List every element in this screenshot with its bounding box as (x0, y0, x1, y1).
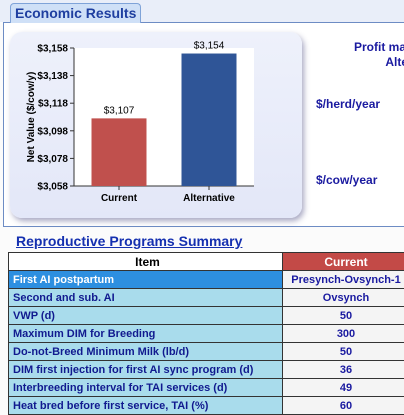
table-row: Do-not-Breed Minimum Milk (lb/d) 50 (9, 343, 404, 361)
net-value-chart-panel: $3,058 $3,078 $3,098 $3,118 $3,138 $3,158 Net … (10, 32, 302, 218)
x-tick-label: Alternative (183, 193, 235, 204)
bar-data-label: $3,154 (194, 41, 225, 52)
table-row: DIM first injection for first AI sync pr… (9, 361, 404, 379)
item-cell: DIM first injection for first AI sync pr… (9, 361, 283, 379)
item-cell: Maximum DIM for Breeding (9, 325, 283, 343)
y-tick-label: $3,118 (38, 99, 68, 110)
table-row: Interbreeding interval for TAI services … (9, 379, 404, 397)
table-header-row: Item Current (9, 253, 404, 271)
y-tick-label: $3,158 (37, 44, 68, 55)
current-value-cell: Presynch-Ovsynch-1 (283, 271, 404, 289)
item-cell: Heat bred before first service, TAI (%) (9, 397, 283, 415)
profit-title: Profit made Altern (330, 40, 404, 70)
current-value-cell: 300 (283, 325, 404, 343)
profit-title-line1: Profit made (353, 40, 404, 54)
herd-per-year-label: $/herd/year (316, 97, 381, 111)
table-row: Maximum DIM for Breeding 300 (9, 325, 404, 343)
table-row: Heat bred before first service, TAI (%) 6… (9, 397, 404, 415)
current-value-cell: Ovsynch (283, 289, 404, 307)
current-value-cell: 49 (283, 379, 404, 397)
item-cell: Do-not-Breed Minimum Milk (lb/d) (9, 343, 283, 361)
net-value-chart: $3,058 $3,078 $3,098 $3,118 $3,138 $3,158 Net … (26, 41, 254, 204)
current-value-cell: 36 (283, 361, 404, 379)
x-tick-label: Current (101, 193, 138, 204)
bar-data-label: $3,107 (104, 105, 135, 116)
current-value-cell: 50 (283, 343, 404, 361)
y-axis-title: Net Value ($/cow/y) (26, 72, 37, 163)
item-cell: Interbreeding interval for TAI services … (9, 379, 283, 397)
y-tick-label: $3,078 (37, 154, 68, 165)
current-column-header: Current (283, 253, 404, 271)
table-row: VWP (d) 50 (9, 307, 404, 325)
current-value-cell: 50 (283, 307, 404, 325)
bar-alternative (181, 53, 237, 186)
current-value-cell: 60 (283, 397, 404, 415)
cow-per-year-label: $/cow/year (316, 173, 378, 187)
table-body: First AI postpartum Presynch-Ovsynch-1 Sec… (9, 271, 404, 415)
y-tick-label: $3,138 (37, 71, 68, 82)
y-tick-label: $3,098 (37, 126, 68, 137)
profit-title-line2: Altern (385, 55, 404, 69)
item-column-header: Item (9, 253, 283, 271)
economic-results-title: Economic Results (10, 3, 142, 23)
table-row: Second and sub. AI Ovsynch (9, 289, 404, 307)
bar-current (91, 118, 147, 186)
y-tick-label: $3,058 (37, 182, 68, 193)
item-cell: Second and sub. AI (9, 289, 283, 307)
item-cell: First AI postpartum (9, 271, 283, 289)
summary-table: Item Current First AI postpartum Presynch… (8, 252, 404, 415)
summary-title: Reproductive Programs Summary (16, 233, 243, 249)
table-row: First AI postpartum Presynch-Ovsynch-1 (9, 271, 404, 289)
item-cell: VWP (d) (9, 307, 283, 325)
